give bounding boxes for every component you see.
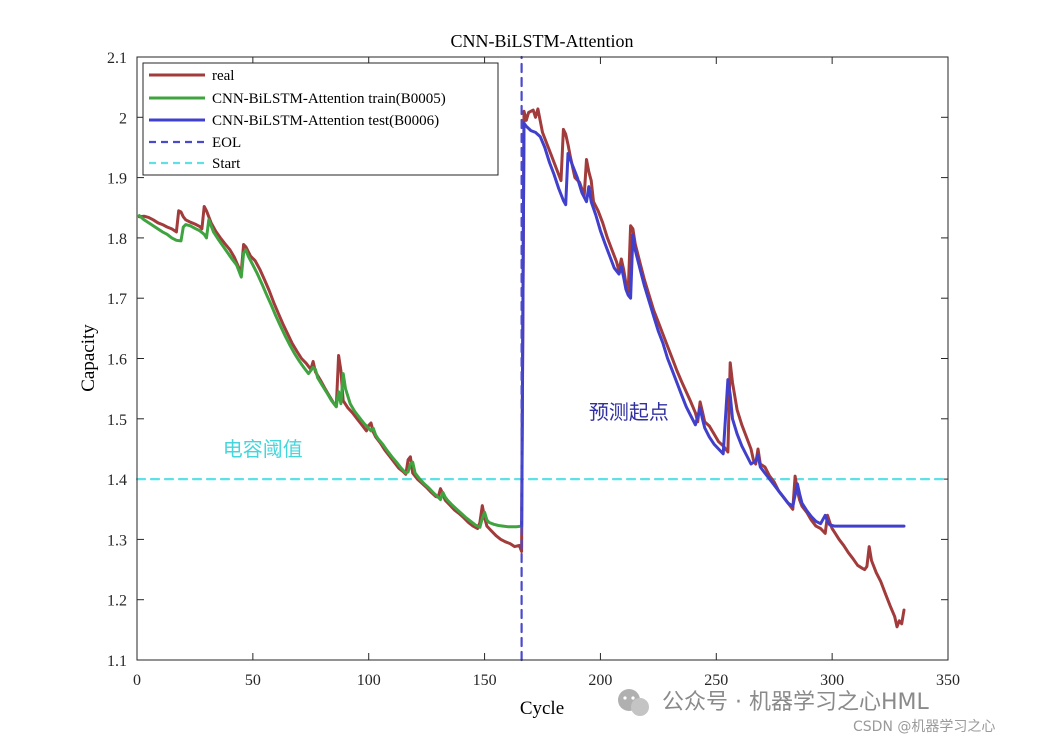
y-axis-label: Capacity: [78, 324, 99, 392]
x-tick-label: 0: [133, 672, 141, 689]
legend-label-test: CNN-BiLSTM-Attention test(B0006): [212, 113, 439, 129]
y-tick-label: 2.1: [107, 50, 127, 67]
annotation-capacity-threshold: 电容阈值: [223, 437, 303, 461]
watermark-csdn: CSDN @机器学习之心: [853, 719, 996, 735]
legend: real CNN-BiLSTM-Attention train(B0005) C…: [142, 62, 499, 176]
x-tick-label: 200: [588, 672, 612, 689]
y-tick-label: 1.7: [107, 291, 127, 308]
annotation-prediction-start: 预测起点: [589, 400, 669, 424]
chart-title: CNN-BiLSTM-Attention: [451, 31, 634, 51]
y-tick-label: 1.8: [107, 231, 127, 248]
x-tick-label: 50: [245, 672, 261, 689]
series-line-test: [520, 121, 906, 528]
y-tick-label: 2: [119, 110, 127, 127]
x-tick-label: 100: [357, 672, 381, 689]
legend-label-start: Start: [212, 156, 241, 172]
x-tick-label: 250: [704, 672, 728, 689]
y-tick-label: 1.1: [107, 653, 127, 670]
y-tick-label: 1.2: [107, 593, 127, 610]
x-tick-label: 350: [936, 672, 960, 689]
x-axis-label: Cycle: [520, 698, 564, 719]
x-tick-label: 300: [820, 672, 844, 689]
legend-label-real: real: [212, 68, 234, 84]
legend-label-train: CNN-BiLSTM-Attention train(B0005): [212, 91, 446, 107]
watermark-wechat: 公众号 · 机器学习之心HML: [662, 690, 929, 715]
axes-box: [136, 56, 949, 661]
legend-label-eol: EOL: [212, 135, 241, 151]
y-tick-label: 1.4: [107, 472, 127, 489]
y-tick-label: 1.9: [107, 171, 127, 188]
wechat-logo-icon: [618, 689, 649, 716]
y-tick-label: 1.6: [107, 352, 127, 369]
series-line-train: [137, 214, 524, 529]
y-tick-label: 1.5: [107, 412, 127, 429]
y-tick-label: 1.3: [107, 532, 127, 549]
x-tick-label: 150: [473, 672, 497, 689]
